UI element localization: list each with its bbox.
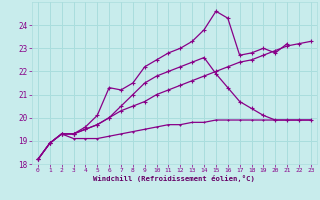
X-axis label: Windchill (Refroidissement éolien,°C): Windchill (Refroidissement éolien,°C) xyxy=(93,175,255,182)
